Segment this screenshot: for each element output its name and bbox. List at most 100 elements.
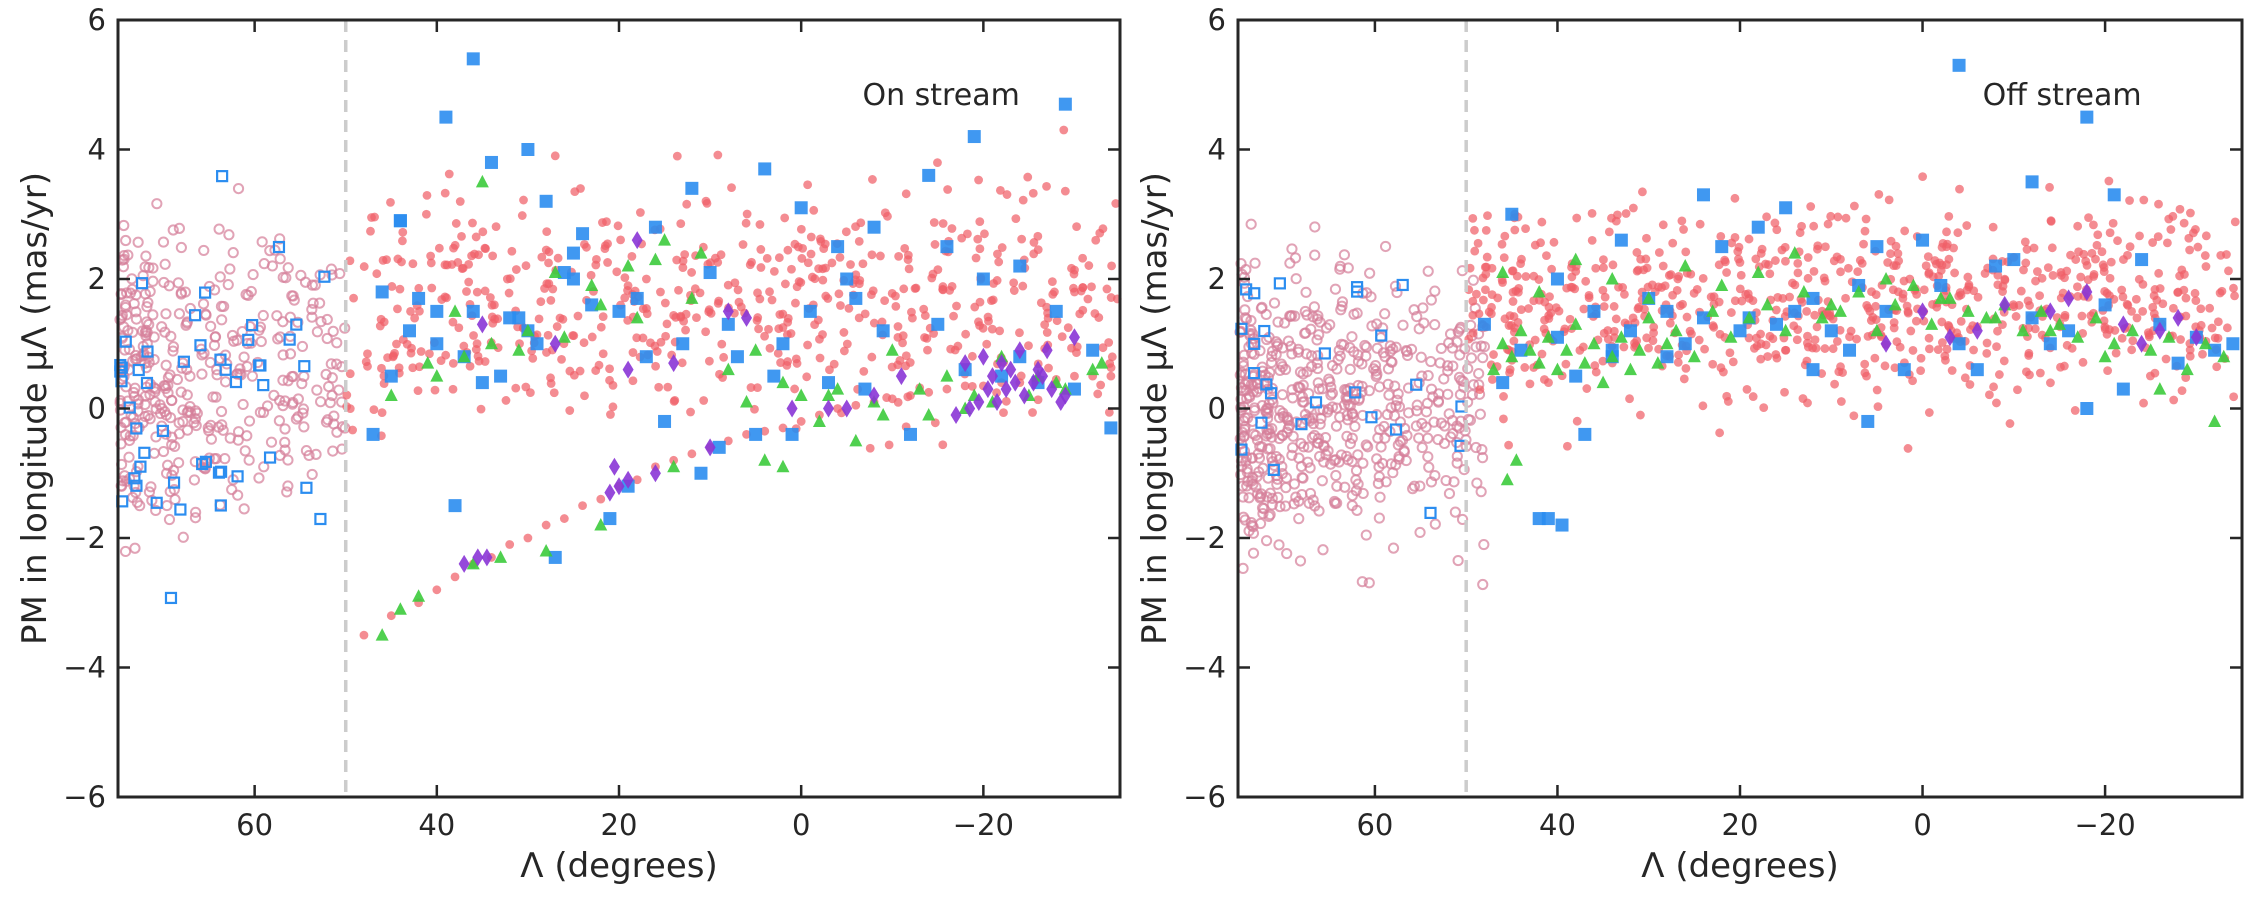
field-stars-point [1920, 285, 1929, 294]
field-stars-point [803, 341, 812, 350]
diamonds-point [787, 400, 798, 418]
field-stars-point [452, 219, 461, 228]
squares-point [1578, 428, 1591, 441]
near-side-population-point [1353, 450, 1362, 459]
triangles-point [922, 408, 935, 421]
near-side-population-point [334, 385, 343, 394]
triangles-point [1569, 253, 1582, 266]
field-stars-point [2127, 345, 2136, 354]
field-stars-point [713, 151, 722, 160]
squares-point [822, 376, 835, 389]
squares-point [1825, 324, 1838, 337]
field-stars-point [2191, 225, 2200, 234]
field-stars-point [1904, 307, 1913, 316]
field-stars-point [920, 333, 929, 342]
points-on-stream [115, 52, 1121, 640]
x-tick-label: 40 [418, 808, 455, 842]
field-stars-point [2178, 386, 2187, 395]
field-stars-point [1555, 307, 1564, 316]
field-stars-point [876, 252, 885, 261]
field-stars-point [713, 258, 722, 267]
field-stars-point [1622, 209, 1631, 218]
field-stars-point [1924, 252, 1933, 261]
near-side-population-point [1467, 353, 1476, 362]
field-stars-point [1500, 253, 1509, 262]
field-stars-point [1619, 343, 1628, 352]
triangles-point [376, 628, 389, 641]
panel-on-stream: 60 40 20 0 −20−6−4−20246 On stream Λ (degree… [15, 3, 1122, 886]
field-stars-point [1679, 225, 1688, 234]
field-stars-point [386, 198, 395, 207]
field-stars-point [1900, 227, 1909, 236]
field-stars-point [661, 299, 670, 308]
field-stars-point [1034, 395, 1043, 404]
field-stars-point [1083, 295, 1092, 304]
squares-point [1496, 376, 1509, 389]
near-side-population-point [239, 400, 248, 409]
field-stars-point [1745, 294, 1754, 303]
squares-point [877, 324, 890, 337]
field-stars-point [2049, 271, 2058, 280]
diamonds-point [1019, 387, 1030, 405]
field-stars-point [591, 261, 600, 270]
field-stars-point [763, 254, 772, 263]
field-stars-point [1892, 337, 1901, 346]
near-side-population-point [1474, 369, 1483, 378]
field-stars-point [724, 281, 733, 290]
field-stars-point [1024, 341, 1033, 350]
field-stars-point [1674, 272, 1683, 281]
field-stars-point [1508, 267, 1517, 276]
field-stars-point [1649, 336, 1658, 345]
squares-point [977, 273, 990, 286]
field-stars-point [1581, 277, 1590, 286]
field-stars-point [1059, 126, 1068, 135]
field-stars-point [816, 354, 825, 363]
near-side-population-point [316, 397, 325, 406]
field-stars-point [1850, 202, 1859, 211]
field-stars-point [766, 344, 775, 353]
field-stars-point [1504, 441, 1513, 450]
squares-point [531, 337, 544, 350]
field-stars-point [1107, 262, 1116, 271]
near-side-population-point [1418, 443, 1427, 452]
field-stars-point [1058, 332, 1067, 341]
field-stars-point [896, 356, 905, 365]
near-side-population-point [1426, 357, 1435, 366]
near-side-population-point [245, 416, 254, 425]
near-side-population-point [215, 225, 224, 234]
field-stars-point [1885, 196, 1894, 205]
field-stars-point [2168, 212, 2177, 221]
field-stars-point [1588, 236, 1597, 245]
field-stars-point [2196, 304, 2205, 313]
field-stars-point [2071, 406, 2080, 415]
squares-point [640, 350, 653, 363]
field-stars-point [815, 335, 824, 344]
field-stars-point [1561, 360, 1570, 369]
field-stars-point [396, 285, 405, 294]
near-side-population-point [159, 237, 168, 246]
field-stars-point [1609, 260, 1618, 269]
open-squares-point [301, 483, 311, 493]
near-side-population-point [245, 456, 254, 465]
squares-point [676, 337, 689, 350]
field-stars-point [1567, 273, 1576, 282]
field-stars-point [512, 265, 521, 274]
open-squares-point [139, 448, 149, 458]
field-stars-point [1810, 267, 1819, 276]
field-stars-point [415, 307, 424, 316]
triangles-point [758, 453, 771, 466]
field-stars-point [1498, 240, 1507, 249]
near-side-population-point [298, 342, 307, 351]
field-stars-point [1524, 304, 1533, 313]
squares-point [467, 52, 480, 65]
squares-point [485, 156, 498, 169]
field-stars-point [1752, 334, 1761, 343]
field-stars-point [1078, 254, 1087, 263]
field-stars-point [1087, 282, 1096, 291]
near-side-population-point [241, 446, 250, 455]
field-stars-point [1938, 338, 1947, 347]
triangles-point [1624, 363, 1637, 376]
field-stars-point [1067, 264, 1076, 273]
field-stars-point [1727, 308, 1736, 317]
near-side-population-point [224, 280, 233, 289]
